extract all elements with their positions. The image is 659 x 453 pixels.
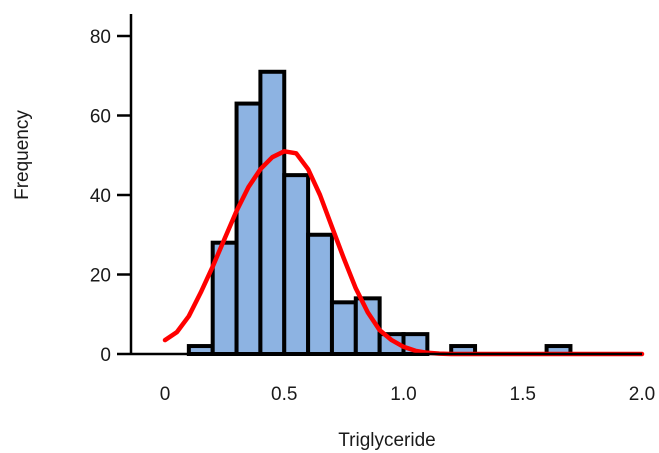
histogram-bar [282,173,311,356]
x-tick-label: 1.0 [390,384,416,405]
y-tick-label: 80 [90,27,111,48]
bars [186,69,573,357]
histogram-bar [258,69,287,357]
x-tick-label: 0 [160,384,171,405]
y-tick-label: 20 [90,266,111,287]
histogram-bar [306,232,334,356]
tick-labels: 0 20 40 60 80 0 0.5 1.0 1.5 2.0 [90,27,655,405]
y-tick-label: 0 [100,345,111,366]
y-axis-title: Frequency [12,110,33,200]
x-tick-label: 1.5 [510,384,536,405]
x-axis-title: Triglyceride [338,430,436,451]
x-tick-label: 0.5 [271,384,297,405]
y-tick-label: 40 [90,186,111,207]
axes [117,14,642,356]
x-tick-label: 2.0 [629,384,655,405]
y-tick-label: 60 [90,107,111,128]
histogram-bar [329,300,358,357]
histogram-bar [234,101,263,356]
